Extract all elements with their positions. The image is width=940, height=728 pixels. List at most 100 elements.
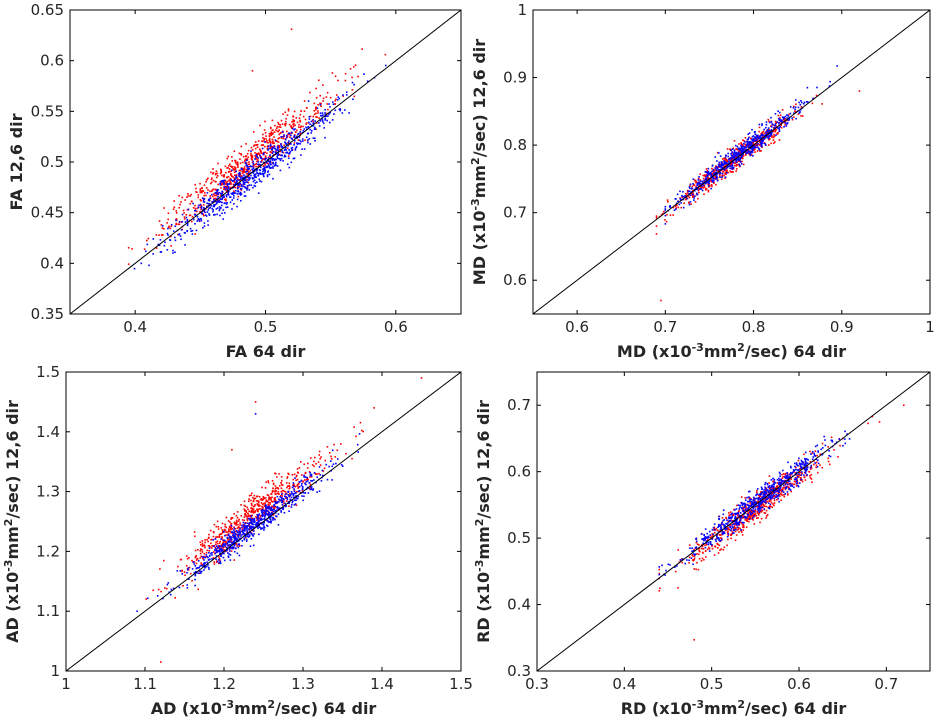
- data-point: [215, 201, 217, 203]
- data-point: [231, 208, 233, 210]
- data-point: [344, 72, 347, 75]
- data-point: [238, 545, 241, 547]
- data-point: [265, 166, 268, 169]
- data-point: [256, 143, 259, 146]
- data-point: [234, 528, 237, 530]
- data-point: [351, 81, 354, 84]
- data-point: [261, 499, 263, 502]
- data-point: [290, 493, 292, 496]
- data-point: [221, 198, 223, 201]
- data-point: [732, 513, 735, 515]
- data-point: [294, 499, 296, 502]
- data-point: [203, 222, 206, 224]
- data-point: [708, 547, 711, 550]
- data-point: [265, 511, 267, 513]
- data-point: [746, 152, 749, 154]
- data-point: [733, 150, 736, 153]
- data-point: [744, 497, 747, 499]
- data-point: [698, 176, 700, 178]
- data-point: [679, 190, 681, 193]
- data-point: [291, 131, 293, 134]
- data-point-outlier: [231, 448, 233, 451]
- data-point: [267, 521, 270, 523]
- data-point: [127, 263, 130, 265]
- data-point: [285, 123, 287, 125]
- data-point: [283, 134, 285, 136]
- data-point: [264, 156, 267, 159]
- data-point: [846, 433, 848, 435]
- data-point: [257, 501, 260, 504]
- data-point: [312, 137, 315, 139]
- data-point: [773, 499, 776, 502]
- data-point: [781, 473, 783, 476]
- data-point: [773, 127, 775, 129]
- data-point: [265, 165, 268, 168]
- data-point: [759, 143, 762, 145]
- data-point: [710, 173, 713, 176]
- data-point: [246, 506, 248, 509]
- data-point: [266, 162, 269, 164]
- data-point: [319, 112, 322, 115]
- data-point: [720, 178, 723, 180]
- data-point: [366, 80, 369, 83]
- data-point: [314, 128, 317, 130]
- data-point: [685, 194, 688, 196]
- data-point: [317, 110, 319, 112]
- data-point: [243, 525, 245, 527]
- data-point: [195, 567, 198, 570]
- data-point: [792, 107, 795, 109]
- data-point: [268, 139, 270, 141]
- data-point: [265, 508, 267, 511]
- data-point: [272, 512, 274, 515]
- data-point: [291, 146, 294, 149]
- data-point: [186, 218, 189, 221]
- data-point: [200, 218, 202, 220]
- data-point: [210, 171, 212, 174]
- data-point: [264, 141, 266, 143]
- data-point: [257, 165, 259, 168]
- data-point: [281, 503, 284, 506]
- data-point: [710, 184, 713, 186]
- data-point: [749, 153, 752, 155]
- data-point: [827, 457, 830, 460]
- data-point: [262, 498, 265, 501]
- data-point: [806, 101, 809, 103]
- data-point: [293, 473, 296, 476]
- data-point: [258, 495, 261, 498]
- data-point: [267, 480, 269, 482]
- data-point: [301, 488, 304, 491]
- data-point: [684, 196, 686, 198]
- data-point: [232, 180, 234, 182]
- data-point: [237, 531, 239, 533]
- data-point: [749, 154, 752, 157]
- data-point: [789, 106, 792, 108]
- data-point: [248, 177, 251, 180]
- data-point: [778, 111, 781, 114]
- data-point: [739, 164, 741, 167]
- data-point: [740, 142, 742, 144]
- data-point: [284, 155, 287, 158]
- data-point: [819, 464, 821, 466]
- data-point: [773, 480, 775, 483]
- data-point: [294, 503, 297, 505]
- data-point: [742, 524, 745, 526]
- data-point: [719, 165, 721, 168]
- data-point: [733, 525, 736, 527]
- data-point: [296, 135, 298, 138]
- data-point: [265, 524, 268, 527]
- data-point: [269, 155, 272, 158]
- data-point: [761, 142, 764, 144]
- data-point: [691, 187, 693, 189]
- data-point: [190, 230, 192, 232]
- data-point: [258, 178, 261, 181]
- data-point: [309, 128, 311, 131]
- data-point: [693, 188, 696, 191]
- data-point: [221, 531, 224, 534]
- data-point: [251, 149, 254, 151]
- data-point: [255, 158, 258, 160]
- data-point: [731, 164, 734, 166]
- data-point: [713, 176, 715, 178]
- data-point: [321, 115, 323, 117]
- data-point: [267, 171, 269, 173]
- data-point: [294, 128, 296, 130]
